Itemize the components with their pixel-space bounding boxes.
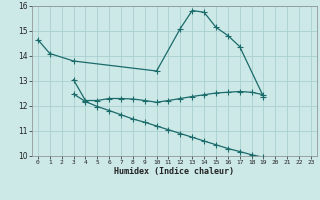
X-axis label: Humidex (Indice chaleur): Humidex (Indice chaleur) xyxy=(115,167,234,176)
